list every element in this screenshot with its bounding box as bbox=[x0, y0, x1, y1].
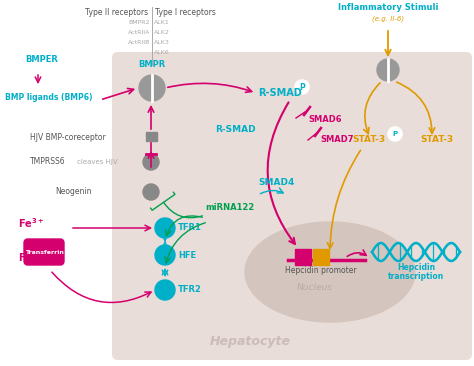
Text: STAT-3: STAT-3 bbox=[352, 135, 385, 145]
Text: STAT-3: STAT-3 bbox=[420, 135, 453, 145]
Text: $\mathbf{Fe^{3+}}$: $\mathbf{Fe^{3+}}$ bbox=[18, 216, 44, 230]
Bar bbox=[313, 249, 329, 265]
Text: TFR1: TFR1 bbox=[178, 224, 202, 232]
Text: TMPRSS6: TMPRSS6 bbox=[30, 157, 65, 167]
Text: SMAD7: SMAD7 bbox=[320, 135, 354, 144]
Text: Type I receptors: Type I receptors bbox=[155, 8, 216, 17]
Text: ActRIIA: ActRIIA bbox=[128, 30, 150, 35]
Text: cleaves HJV: cleaves HJV bbox=[77, 159, 118, 165]
Text: HJV BMP-coreceptor: HJV BMP-coreceptor bbox=[30, 132, 106, 142]
Text: ALK2: ALK2 bbox=[154, 30, 170, 35]
Text: (e.g. Il-6): (e.g. Il-6) bbox=[372, 15, 404, 22]
Text: Hepcidin: Hepcidin bbox=[397, 263, 435, 272]
Text: miRNA122: miRNA122 bbox=[205, 203, 254, 212]
Circle shape bbox=[295, 80, 309, 94]
Circle shape bbox=[155, 280, 175, 300]
Text: transcription: transcription bbox=[388, 272, 444, 281]
Text: TFR2: TFR2 bbox=[178, 285, 202, 295]
Text: HFE: HFE bbox=[178, 250, 196, 259]
Text: Nucleus: Nucleus bbox=[297, 283, 333, 292]
Text: P: P bbox=[392, 131, 398, 137]
Text: Neogenin: Neogenin bbox=[55, 187, 91, 197]
FancyBboxPatch shape bbox=[24, 239, 64, 265]
Text: Transferrin: Transferrin bbox=[25, 250, 64, 254]
FancyBboxPatch shape bbox=[112, 52, 472, 360]
Text: $\mathbf{Fe^{3+}}$: $\mathbf{Fe^{3+}}$ bbox=[18, 250, 44, 264]
Text: ALK3: ALK3 bbox=[154, 40, 170, 45]
Text: SMAD6: SMAD6 bbox=[308, 115, 342, 124]
Circle shape bbox=[155, 218, 175, 238]
Text: ActRIIB: ActRIIB bbox=[128, 40, 150, 45]
Text: ALK1: ALK1 bbox=[154, 20, 170, 25]
Text: SMAD4: SMAD4 bbox=[258, 178, 294, 187]
Circle shape bbox=[388, 127, 402, 141]
Text: BMPR2: BMPR2 bbox=[128, 20, 150, 25]
Circle shape bbox=[143, 184, 159, 200]
Text: P: P bbox=[299, 82, 305, 92]
Circle shape bbox=[155, 245, 175, 265]
Circle shape bbox=[143, 154, 159, 170]
Text: ALK6: ALK6 bbox=[154, 50, 170, 55]
Bar bbox=[295, 249, 311, 265]
Circle shape bbox=[377, 59, 399, 81]
Text: BMP ligands (BMP6): BMP ligands (BMP6) bbox=[5, 93, 92, 102]
Text: Hepcidin promoter: Hepcidin promoter bbox=[285, 266, 357, 275]
Bar bbox=[146, 132, 157, 141]
Text: BMPER: BMPER bbox=[25, 55, 58, 64]
Text: Inflammatory Stimuli: Inflammatory Stimuli bbox=[338, 3, 438, 12]
Text: R-SMAD: R-SMAD bbox=[215, 126, 255, 134]
Text: Hepatocyte: Hepatocyte bbox=[210, 335, 291, 348]
Text: Type II receptors: Type II receptors bbox=[85, 8, 148, 17]
Circle shape bbox=[139, 75, 165, 101]
Text: BMPR: BMPR bbox=[138, 60, 165, 69]
Text: R-SMAD: R-SMAD bbox=[258, 88, 302, 98]
Ellipse shape bbox=[245, 222, 415, 322]
